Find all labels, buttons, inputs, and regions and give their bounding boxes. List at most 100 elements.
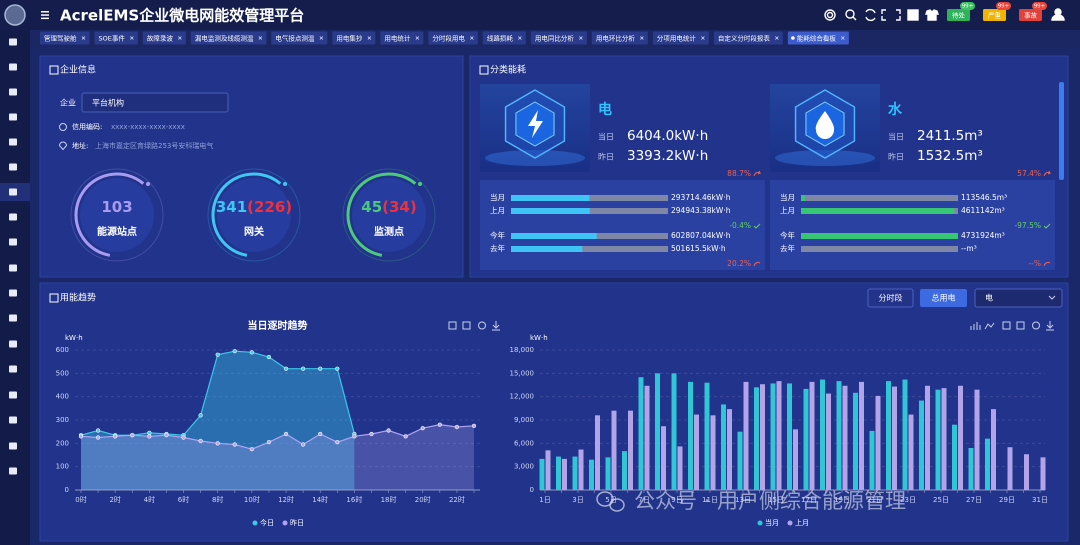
sidebar-icon[interactable] bbox=[9, 88, 17, 96]
yesterday-value: 1532.5m³ bbox=[917, 148, 983, 164]
sidebar-icon[interactable] bbox=[9, 38, 17, 46]
tab-close[interactable] bbox=[367, 36, 372, 40]
point bbox=[249, 350, 254, 355]
y-tick-label: 400 bbox=[56, 393, 69, 401]
tab-close[interactable] bbox=[518, 36, 522, 40]
chart-tools[interactable] bbox=[448, 321, 1054, 331]
icon-symbol bbox=[528, 110, 543, 138]
x-tick-label: 0时 bbox=[75, 495, 86, 504]
sidebar-icon[interactable] bbox=[9, 238, 17, 246]
tab-close[interactable] bbox=[178, 36, 182, 40]
sidebar-icon[interactable] bbox=[9, 365, 17, 373]
sidebar-icon[interactable] bbox=[9, 63, 17, 71]
tab[interactable] bbox=[40, 31, 90, 45]
x-tick-label: 1日 bbox=[539, 496, 550, 504]
company-input[interactable] bbox=[81, 92, 229, 113]
legend-label[interactable]: 今日 bbox=[260, 518, 274, 527]
tab-close[interactable] bbox=[640, 36, 644, 40]
tab[interactable] bbox=[380, 31, 424, 45]
bar bbox=[803, 388, 809, 490]
bar bbox=[545, 450, 551, 490]
tab[interactable] bbox=[713, 31, 783, 45]
bar bbox=[743, 381, 749, 490]
point bbox=[232, 349, 237, 354]
button-active[interactable] bbox=[920, 289, 967, 307]
sidebar-icon[interactable] bbox=[9, 188, 17, 196]
y-tick-label: 300 bbox=[56, 416, 69, 424]
day-change: 57.4% bbox=[1017, 169, 1041, 178]
tab-label: 分时段用电 bbox=[432, 33, 465, 42]
sidebar-icon[interactable] bbox=[9, 138, 17, 146]
tab-close[interactable] bbox=[258, 36, 263, 40]
tab[interactable] bbox=[591, 31, 648, 45]
legend-label[interactable]: 当月 bbox=[765, 518, 779, 527]
sidebar-icon[interactable] bbox=[9, 289, 17, 297]
content: 待处99+严重99+事故99+103能源站点341(226)网关45(34)监测… bbox=[56, 2, 1055, 527]
y-tick-label: 100 bbox=[56, 463, 69, 471]
badge[interactable] bbox=[983, 9, 1006, 21]
tab-close[interactable] bbox=[775, 36, 779, 40]
x-tick-label: 5日 bbox=[605, 496, 616, 504]
bar bbox=[754, 387, 759, 490]
tab[interactable] bbox=[271, 31, 328, 45]
tab-close[interactable] bbox=[130, 36, 134, 40]
sidebar-icon[interactable] bbox=[9, 314, 17, 322]
sidebar-icon[interactable] bbox=[9, 442, 17, 450]
sidebar-icon[interactable] bbox=[9, 340, 17, 348]
point bbox=[403, 434, 408, 439]
tab[interactable] bbox=[652, 31, 709, 45]
tab[interactable] bbox=[94, 31, 138, 45]
sidebar-icon[interactable] bbox=[9, 416, 17, 424]
legend-label[interactable]: 上月 bbox=[795, 518, 809, 527]
tab-close[interactable] bbox=[470, 36, 474, 40]
tab-close[interactable] bbox=[319, 36, 324, 40]
tab[interactable] bbox=[428, 31, 478, 45]
sidebar-icon[interactable] bbox=[9, 163, 17, 171]
bar bbox=[908, 414, 914, 490]
x-tick-label: 10时 bbox=[244, 495, 260, 504]
menu-icon[interactable] bbox=[41, 11, 49, 20]
tab-close[interactable] bbox=[81, 36, 86, 40]
legend-label[interactable]: 昨日 bbox=[290, 518, 304, 527]
bar bbox=[875, 395, 881, 490]
tab[interactable] bbox=[190, 31, 267, 45]
button[interactable] bbox=[867, 288, 914, 308]
stat-label: 监测点 bbox=[374, 225, 404, 238]
tab[interactable] bbox=[787, 31, 849, 45]
bar bbox=[688, 381, 693, 490]
stat-sub: (34) bbox=[382, 198, 417, 216]
tab[interactable] bbox=[530, 31, 587, 45]
badge[interactable] bbox=[1019, 9, 1042, 21]
tab[interactable] bbox=[332, 31, 376, 45]
scrollbar[interactable] bbox=[1059, 82, 1064, 180]
bar bbox=[859, 381, 864, 490]
select[interactable] bbox=[974, 288, 1063, 308]
button-label: 总用电 bbox=[932, 293, 956, 303]
sidebar-icon[interactable] bbox=[9, 391, 17, 399]
sidebar-icon[interactable] bbox=[9, 213, 17, 221]
toolbar-icons[interactable] bbox=[824, 8, 1065, 22]
tab[interactable] bbox=[142, 31, 186, 45]
tab-close[interactable] bbox=[841, 36, 845, 40]
sidebar-icon[interactable] bbox=[9, 467, 17, 475]
tab-close[interactable] bbox=[415, 36, 420, 40]
badge-label: 待处 bbox=[952, 11, 966, 20]
sidebar-icon[interactable] bbox=[9, 264, 17, 272]
point bbox=[318, 431, 323, 437]
point bbox=[147, 430, 152, 435]
stat-ring-outer bbox=[207, 168, 301, 262]
x-tick-label: 22时 bbox=[449, 495, 465, 504]
change: -97.5% bbox=[1014, 221, 1041, 230]
tab[interactable] bbox=[482, 31, 526, 45]
tab-close[interactable] bbox=[579, 36, 583, 40]
bar bbox=[869, 430, 875, 490]
sidebar-icon[interactable] bbox=[9, 113, 17, 121]
badge[interactable] bbox=[947, 9, 970, 21]
point bbox=[266, 354, 272, 360]
tab-dot bbox=[791, 36, 795, 40]
y-tick-label: 0 bbox=[530, 486, 534, 494]
watermark-icon bbox=[596, 491, 614, 507]
bar bbox=[787, 383, 792, 490]
tab-close[interactable] bbox=[701, 36, 705, 40]
point bbox=[420, 426, 425, 431]
